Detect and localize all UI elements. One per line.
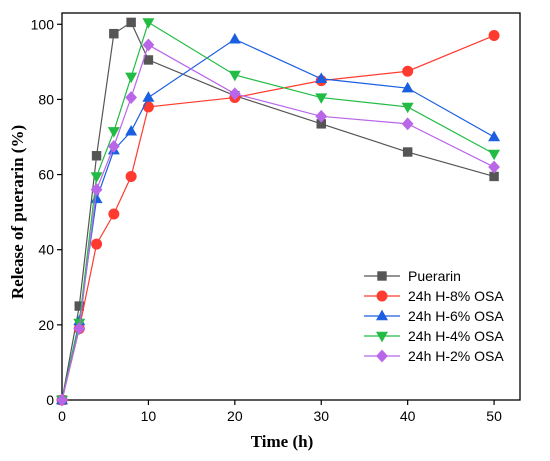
x-tick-label: 0 — [58, 408, 66, 424]
series-layer — [56, 17, 501, 407]
data-point — [142, 101, 154, 113]
series-5 — [56, 38, 500, 407]
axes: 0 10 20 30 40 50 0 20 40 60 80 100 — [31, 12, 521, 424]
legend-entry: 24h H-8% OSA — [364, 288, 504, 304]
data-point — [402, 65, 414, 77]
data-point — [107, 139, 120, 153]
y-tick-label: 40 — [38, 242, 54, 258]
data-point — [143, 55, 154, 65]
y-tick-label: 80 — [38, 91, 54, 107]
legend-label: 24h H-4% OSA — [408, 328, 504, 344]
data-point — [315, 109, 328, 123]
data-point — [125, 125, 138, 136]
series-line — [61, 38, 495, 401]
y-tick-label: 60 — [38, 167, 54, 183]
legend-marker — [376, 331, 388, 343]
data-point — [401, 117, 414, 131]
data-point — [56, 393, 68, 407]
legend-marker — [377, 271, 387, 281]
legend-entry: 24h H-4% OSA — [364, 328, 504, 344]
legend-marker — [376, 309, 388, 321]
data-point — [91, 238, 103, 250]
data-point — [90, 183, 103, 197]
data-point — [107, 127, 120, 138]
data-point — [228, 32, 241, 44]
data-point — [402, 147, 413, 157]
data-point — [109, 28, 119, 39]
legend-label: Puerarin — [408, 268, 461, 284]
legend-marker — [376, 290, 388, 302]
x-tick-label: 50 — [486, 408, 502, 424]
x-axis-title: Time (h) — [251, 432, 314, 451]
x-tick-label: 20 — [227, 408, 243, 424]
x-tick-label: 40 — [400, 408, 416, 424]
legend-entry: Puerarin — [364, 268, 461, 284]
series-line — [61, 21, 495, 401]
data-point — [228, 70, 241, 82]
legend-label: 24h H-2% OSA — [408, 348, 504, 364]
series-line — [61, 44, 495, 401]
data-point — [488, 30, 500, 42]
data-point — [125, 91, 137, 104]
data-point — [108, 208, 120, 220]
data-point — [488, 160, 500, 174]
x-tick-label: 30 — [313, 408, 329, 424]
y-tick-label: 100 — [31, 16, 55, 32]
data-point — [90, 172, 103, 183]
legend-entry: 24h H-2% OSA — [364, 348, 504, 364]
legend-label: 24h H-8% OSA — [408, 288, 504, 304]
plot-frame — [61, 12, 521, 401]
legend-marker — [376, 349, 388, 363]
data-point — [142, 91, 155, 102]
data-point — [125, 170, 137, 182]
series-line — [61, 21, 495, 401]
data-point — [142, 18, 155, 29]
data-point — [401, 102, 414, 114]
series-1 — [57, 17, 499, 405]
data-point — [228, 87, 241, 101]
series-line — [61, 34, 495, 401]
legend-label: 24h H-6% OSA — [408, 308, 504, 324]
data-point — [315, 93, 328, 104]
data-point — [401, 81, 414, 93]
data-point — [125, 72, 138, 84]
data-point — [488, 130, 501, 142]
legend: Puerarin 24h H-8% OSA 24h H-6% OSA 24h H-4%… — [364, 268, 504, 364]
data-point — [126, 17, 136, 28]
x-tick-label: 10 — [141, 408, 157, 424]
y-tick-label: 0 — [46, 392, 54, 408]
data-point — [73, 322, 86, 336]
data-point — [488, 149, 501, 161]
data-point — [142, 38, 155, 52]
y-tick-label: 20 — [38, 317, 54, 333]
data-point — [315, 72, 328, 83]
data-point — [91, 151, 102, 161]
legend-entry: 24h H-6% OSA — [364, 308, 504, 324]
y-axis-title: Release of puerarin (%) — [8, 125, 27, 299]
